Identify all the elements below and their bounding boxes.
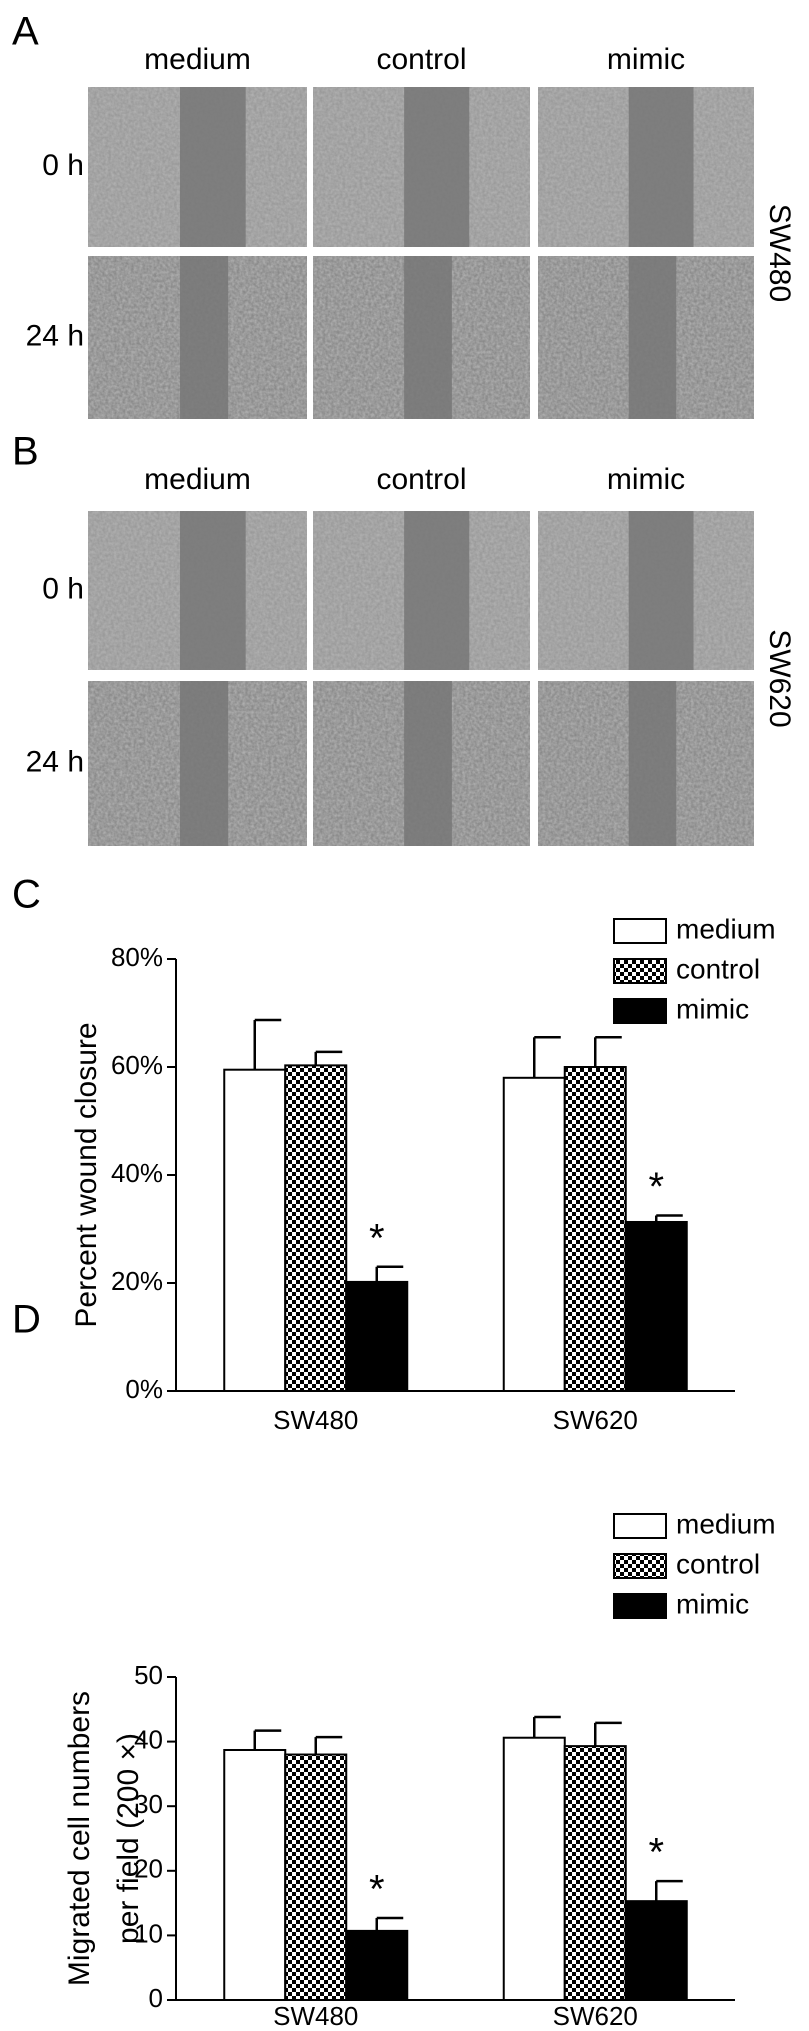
column-header: control bbox=[376, 43, 466, 76]
legend-label: medium bbox=[676, 913, 776, 944]
legend-swatch bbox=[613, 1513, 667, 1539]
y-tick-label: 10 bbox=[134, 1918, 163, 1948]
row-label: 0 h bbox=[42, 149, 84, 182]
error-bar bbox=[314, 1050, 343, 1066]
error-bar bbox=[533, 1036, 561, 1078]
error-bar bbox=[594, 1036, 622, 1067]
bar bbox=[624, 1900, 688, 2001]
wound-gap bbox=[628, 87, 694, 247]
wound-gap bbox=[179, 681, 229, 846]
error-bar bbox=[533, 1715, 561, 1738]
significance-mark: * bbox=[648, 1165, 664, 1209]
y-tick-label: 80% bbox=[111, 942, 163, 972]
y-tick-label: 50 bbox=[134, 1660, 163, 1690]
y-tick-label: 40 bbox=[134, 1724, 163, 1754]
cell-line-label: SW480 bbox=[763, 204, 796, 302]
column-header: mimic bbox=[607, 43, 685, 76]
bar bbox=[502, 1736, 566, 2001]
error-bar bbox=[655, 1879, 683, 1902]
column-header: medium bbox=[144, 43, 251, 76]
wound-gap bbox=[628, 511, 694, 670]
error-bar bbox=[314, 1735, 343, 1755]
error-bar bbox=[375, 1916, 404, 1931]
bar bbox=[563, 1066, 627, 1392]
bar bbox=[284, 1753, 348, 2002]
significance-mark: * bbox=[648, 1831, 664, 1875]
y-axis-label: Migrated cell numbers bbox=[63, 1691, 96, 1986]
wound-gap bbox=[179, 87, 246, 247]
error-bar bbox=[253, 1729, 282, 1750]
panel-label: D bbox=[12, 1298, 41, 1342]
wound-gap bbox=[628, 256, 677, 419]
wound-gap bbox=[404, 681, 452, 846]
column-header: control bbox=[376, 463, 466, 496]
y-tick-label: 0% bbox=[125, 1374, 163, 1404]
cell-line-label: SW620 bbox=[763, 629, 796, 727]
significance-mark: * bbox=[369, 1216, 385, 1260]
legend-label: mimic bbox=[676, 1588, 749, 1619]
wound-gap bbox=[628, 681, 677, 846]
wound-gap bbox=[404, 87, 470, 247]
x-tick-label: SW480 bbox=[273, 2001, 358, 2031]
panel-label: B bbox=[12, 430, 39, 474]
bar bbox=[223, 1068, 287, 1392]
legend-swatch bbox=[613, 1553, 667, 1579]
panel-label: C bbox=[12, 873, 41, 917]
error-bar bbox=[594, 1721, 622, 1747]
significance-mark: * bbox=[369, 1868, 385, 1912]
error-bar bbox=[253, 1018, 282, 1070]
bar bbox=[345, 1280, 409, 1393]
wound-gap bbox=[179, 511, 246, 670]
y-tick-label: 30 bbox=[134, 1789, 163, 1819]
y-tick-label: 0 bbox=[149, 1983, 163, 2013]
bar bbox=[563, 1745, 627, 2001]
error-bar bbox=[655, 1214, 683, 1222]
column-header: mimic bbox=[607, 463, 685, 496]
legend-label: control bbox=[676, 953, 760, 984]
legend-swatch bbox=[613, 1593, 667, 1619]
row-label: 24 h bbox=[26, 745, 84, 778]
legend-label: mimic bbox=[676, 993, 749, 1024]
legend-swatch bbox=[613, 958, 667, 984]
error-bar bbox=[375, 1265, 404, 1282]
legend-label: medium bbox=[676, 1508, 776, 1539]
row-label: 24 h bbox=[26, 319, 84, 352]
wound-gap bbox=[404, 511, 470, 670]
x-tick-label: SW620 bbox=[553, 1405, 638, 1435]
wound-gap bbox=[179, 256, 229, 419]
bar bbox=[502, 1076, 566, 1393]
y-tick-label: 60% bbox=[111, 1050, 163, 1080]
bar bbox=[223, 1748, 287, 2002]
bar bbox=[284, 1064, 348, 1392]
legend-swatch bbox=[613, 998, 667, 1024]
y-tick-label: 20 bbox=[134, 1854, 163, 1884]
bar bbox=[624, 1220, 688, 1392]
panel-label: A bbox=[12, 10, 39, 54]
y-tick-label: 40% bbox=[111, 1158, 163, 1188]
bar bbox=[345, 1929, 409, 2002]
y-axis-label: Percent wound closure bbox=[70, 1022, 103, 1327]
row-label: 0 h bbox=[42, 572, 84, 605]
wound-gap bbox=[404, 256, 452, 419]
x-tick-label: SW620 bbox=[553, 2001, 638, 2031]
legend-label: control bbox=[676, 1548, 760, 1579]
y-tick-label: 20% bbox=[111, 1266, 163, 1296]
y-axis-label: per field (200 ×) bbox=[112, 1733, 145, 1944]
legend-swatch bbox=[613, 918, 667, 944]
column-header: medium bbox=[144, 463, 251, 496]
x-tick-label: SW480 bbox=[273, 1405, 358, 1435]
